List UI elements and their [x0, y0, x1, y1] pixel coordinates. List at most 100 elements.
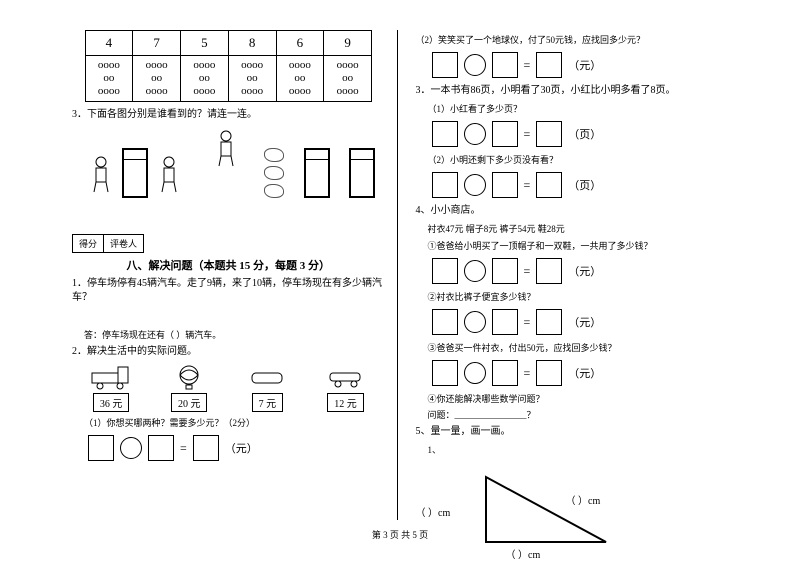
- person-icon: [82, 154, 120, 198]
- blank-circle: [464, 311, 486, 333]
- person-icon: [207, 128, 245, 172]
- q5-1: 1、: [428, 443, 729, 456]
- th: 7: [133, 31, 181, 56]
- equals: =: [180, 441, 187, 456]
- q4-2: ②衬衣比裤子便宜多少钱？: [428, 290, 729, 303]
- q5-text: 5、量一量，画一画。: [416, 425, 729, 439]
- fridge-icon: [349, 148, 375, 198]
- blank-box: [432, 172, 458, 198]
- fridge-icon: [304, 148, 330, 198]
- blank-box: [492, 309, 518, 335]
- matching-diagram: [72, 128, 385, 218]
- blank-box: [148, 435, 174, 461]
- equation-row: = （元）: [432, 309, 729, 335]
- q3-1: （1）小红看了多少页？: [428, 102, 729, 115]
- items-row: 36 元 20 元 7 元 12 元: [72, 363, 385, 412]
- blank-box: [432, 360, 458, 386]
- q4-4: ④你还能解决哪些数学问题？: [428, 392, 729, 405]
- blank-box: [432, 258, 458, 284]
- unit-page: （页）: [568, 126, 601, 142]
- cm-label: （ ）cm: [566, 492, 601, 507]
- unit-yuan: （元）: [568, 57, 601, 73]
- unit-page: （页）: [568, 177, 601, 193]
- equation-row: = （页）: [432, 121, 729, 147]
- q3-2: （2）小明还剩下多少页没有看？: [428, 153, 729, 166]
- equals: =: [524, 366, 531, 381]
- q4-1: ①爸爸给小明买了一顶帽子和一双鞋，一共用了多少钱？: [428, 239, 729, 252]
- blank-box: [432, 121, 458, 147]
- q1-text: 1．停车场停有45辆汽车。走了9辆，来了10辆，停车场现在有多少辆汽车？: [72, 277, 385, 305]
- blank-circle: [464, 362, 486, 384]
- blank-box: [536, 360, 562, 386]
- blank-box: [536, 52, 562, 78]
- price: 36 元: [93, 393, 130, 412]
- blank-box: [492, 121, 518, 147]
- q3-text: 3．一本书有86页，小明看了30页，小红比小明多看了8页。: [416, 84, 729, 98]
- section-title: 八、解决问题（本题共 15 分，每题 3 分）: [72, 257, 385, 273]
- equation-row: = （元）: [432, 360, 729, 386]
- unit-yuan: （元）: [568, 263, 601, 279]
- th: 9: [324, 31, 372, 56]
- price: 7 元: [252, 393, 284, 412]
- equals: =: [524, 127, 531, 142]
- blank-box: [492, 172, 518, 198]
- blank-box: [536, 258, 562, 284]
- page-footer: 第 3 页 共 5 页: [60, 528, 740, 541]
- q4-text: 4、小小商店。: [416, 204, 729, 218]
- equation-row: = （元）: [432, 52, 729, 78]
- equation-row: = （元）: [88, 435, 385, 461]
- unit-yuan: （元）: [225, 440, 258, 456]
- triangle-diagram: （ ）cm （ ）cm （ ）cm: [456, 462, 636, 562]
- q2-2: （2）笑笑买了一个地球仪，付了50元钱，应找回多少元？: [416, 33, 729, 46]
- fridge-icon: [122, 148, 148, 198]
- price: 12 元: [327, 393, 364, 412]
- cell: oooooooooo: [228, 55, 276, 102]
- equals: =: [524, 264, 531, 279]
- blank-box: [492, 258, 518, 284]
- q1-answer: 答：停车场现在还有（ ）辆汽车。: [84, 328, 385, 341]
- unit-yuan: （元）: [568, 314, 601, 330]
- equation-row: = （页）: [432, 172, 729, 198]
- blank-box: [536, 309, 562, 335]
- blank-circle: [464, 174, 486, 196]
- equation-row: = （元）: [432, 258, 729, 284]
- blank-box: [536, 172, 562, 198]
- q2-1: （1）你想买哪两种？需要多少元？（2分）: [84, 416, 385, 429]
- cell: oooooooooo: [85, 55, 133, 102]
- cell: oooooooooo: [324, 55, 372, 102]
- blank-box: [193, 435, 219, 461]
- cm-label: （ ）cm: [416, 504, 451, 519]
- blank-box: [432, 309, 458, 335]
- cell: oooooooooo: [276, 55, 324, 102]
- th: 4: [85, 31, 133, 56]
- blank-circle: [120, 437, 142, 459]
- equals: =: [524, 58, 531, 73]
- shape-icons: [264, 148, 284, 198]
- blank-circle: [464, 123, 486, 145]
- blank-circle: [464, 54, 486, 76]
- score-label: 得分: [73, 235, 104, 252]
- th: 5: [181, 31, 229, 56]
- q4-4b: 问题：________________？: [428, 408, 729, 421]
- blank-box: [88, 435, 114, 461]
- cell: oooooooooo: [181, 55, 229, 102]
- item-pencilcase: 7 元: [246, 363, 288, 412]
- shop-items: 衬衣47元 帽子8元 裤子54元 鞋28元: [428, 222, 729, 236]
- blank-box: [492, 360, 518, 386]
- equals: =: [524, 315, 531, 330]
- q4-3: ③爸爸买一件衬衣，付出50元，应找回多少钱？: [428, 341, 729, 354]
- score-box: 得分 评卷人: [72, 234, 144, 253]
- equals: =: [524, 178, 531, 193]
- blank-box: [536, 121, 562, 147]
- q3-text: 3．下面各图分别是谁看到的？请连一连。: [72, 108, 385, 122]
- person-icon: [150, 154, 188, 198]
- unit-yuan: （元）: [568, 365, 601, 381]
- q2-text: 2．解决生活中的实际问题。: [72, 345, 385, 359]
- blank-box: [492, 52, 518, 78]
- blank-box: [432, 52, 458, 78]
- grader-label: 评卷人: [104, 235, 143, 252]
- cell: oooooooooo: [133, 55, 181, 102]
- blank-circle: [464, 260, 486, 282]
- number-table: 4 7 5 8 6 9 oooooooooo oooooooooo oooooo…: [85, 30, 373, 102]
- item-truck: 36 元: [90, 363, 132, 412]
